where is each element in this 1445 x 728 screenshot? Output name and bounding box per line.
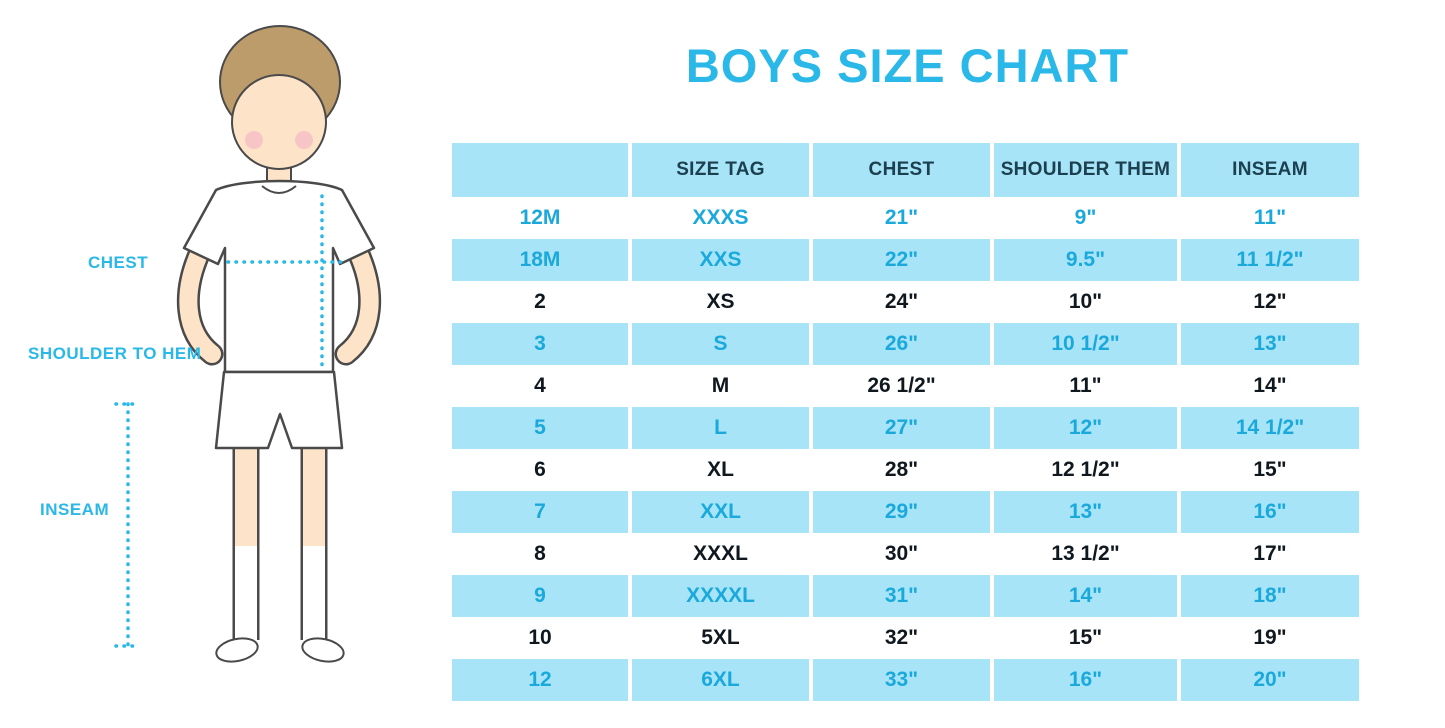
page-title: BOYS SIZE CHART	[685, 39, 1130, 92]
cell-shoulder-hem: 14"	[994, 575, 1177, 617]
cell-size: 3	[452, 323, 628, 365]
cell-shoulder-hem: 9.5"	[994, 239, 1177, 281]
cell-size-tag: XS	[632, 281, 809, 323]
boy-face	[231, 74, 327, 170]
cell-size-tag: XXXXL	[632, 575, 809, 617]
cell-chest: 33"	[813, 659, 990, 701]
chest-label: CHEST	[88, 253, 149, 272]
cell-shoulder-hem: 11"	[994, 365, 1177, 407]
cell-size: 10	[452, 617, 628, 659]
cell-shoulder-hem: 15"	[994, 617, 1177, 659]
cell-size: 12	[452, 659, 628, 701]
size-table: SIZE TAG CHEST SHOULDER THEM INSEAM 12M …	[452, 143, 1359, 701]
cell-size: 12M	[452, 197, 628, 239]
cell-size: 7	[452, 491, 628, 533]
cell-size: 8	[452, 533, 628, 575]
cell-chest: 30"	[813, 533, 990, 575]
column-header-shoulder-hem: SHOULDER THEM	[994, 143, 1177, 197]
inseam-label: INSEAM	[40, 500, 110, 519]
cell-size: 18M	[452, 239, 628, 281]
cell-chest: 32"	[813, 617, 990, 659]
cell-chest: 22"	[813, 239, 990, 281]
shoulder-to-hem-label: SHOULDER TO HEM	[28, 344, 202, 363]
cell-shoulder-hem: 13 1/2"	[994, 533, 1177, 575]
cell-size-tag: 5XL	[632, 617, 809, 659]
cell-size-tag: XXL	[632, 491, 809, 533]
boy-arm-left	[176, 240, 224, 366]
boy-cheek-right	[295, 131, 313, 149]
cell-size: 5	[452, 407, 628, 449]
cell-inseam: 14 1/2"	[1181, 407, 1359, 449]
cell-inseam: 11"	[1181, 197, 1359, 239]
boy-illustration	[114, 25, 382, 663]
cell-size-tag: XXS	[632, 239, 809, 281]
cell-chest: 26 1/2"	[813, 365, 990, 407]
cell-inseam: 16"	[1181, 491, 1359, 533]
cell-shoulder-hem: 12"	[994, 407, 1177, 449]
cell-size: 2	[452, 281, 628, 323]
cell-chest: 27"	[813, 407, 990, 449]
cell-shoulder-hem: 9"	[994, 197, 1177, 239]
cell-size-tag: M	[632, 365, 809, 407]
cell-size: 9	[452, 575, 628, 617]
cell-chest: 24"	[813, 281, 990, 323]
cell-size-tag: 6XL	[632, 659, 809, 701]
boy-sock-right	[300, 546, 345, 663]
boy-figure-panel: CHEST SHOULDER TO HEM INSEAM	[0, 0, 460, 723]
boy-cheek-left	[245, 131, 263, 149]
cell-chest: 28"	[813, 449, 990, 491]
cell-shoulder-hem: 10"	[994, 281, 1177, 323]
cell-chest: 31"	[813, 575, 990, 617]
cell-inseam: 17"	[1181, 533, 1359, 575]
cell-chest: 29"	[813, 491, 990, 533]
cell-chest: 21"	[813, 197, 990, 239]
cell-size-tag: L	[632, 407, 809, 449]
cell-size-tag: XXXS	[632, 197, 809, 239]
column-header-size-tag: SIZE TAG	[632, 143, 809, 197]
cell-shoulder-hem: 10 1/2"	[994, 323, 1177, 365]
column-header-blank	[452, 143, 628, 197]
cell-shoulder-hem: 12 1/2"	[994, 449, 1177, 491]
cell-chest: 26"	[813, 323, 990, 365]
cell-size: 4	[452, 365, 628, 407]
cell-inseam: 14"	[1181, 365, 1359, 407]
cell-inseam: 15"	[1181, 449, 1359, 491]
cell-inseam: 11 1/2"	[1181, 239, 1359, 281]
cell-size-tag: S	[632, 323, 809, 365]
cell-shoulder-hem: 13"	[994, 491, 1177, 533]
cell-shoulder-hem: 16"	[994, 659, 1177, 701]
cell-size-tag: XL	[632, 449, 809, 491]
column-header-inseam: INSEAM	[1181, 143, 1359, 197]
boy-sock-left	[215, 546, 260, 663]
cell-inseam: 19"	[1181, 617, 1359, 659]
cell-inseam: 18"	[1181, 575, 1359, 617]
boy-shorts	[214, 370, 344, 450]
column-header-chest: CHEST	[813, 143, 990, 197]
cell-size: 6	[452, 449, 628, 491]
cell-size-tag: XXXL	[632, 533, 809, 575]
cell-inseam: 20"	[1181, 659, 1359, 701]
boy-tshirt	[182, 179, 376, 374]
cell-inseam: 13"	[1181, 323, 1359, 365]
cell-inseam: 12"	[1181, 281, 1359, 323]
boy-arm-right	[334, 240, 382, 366]
